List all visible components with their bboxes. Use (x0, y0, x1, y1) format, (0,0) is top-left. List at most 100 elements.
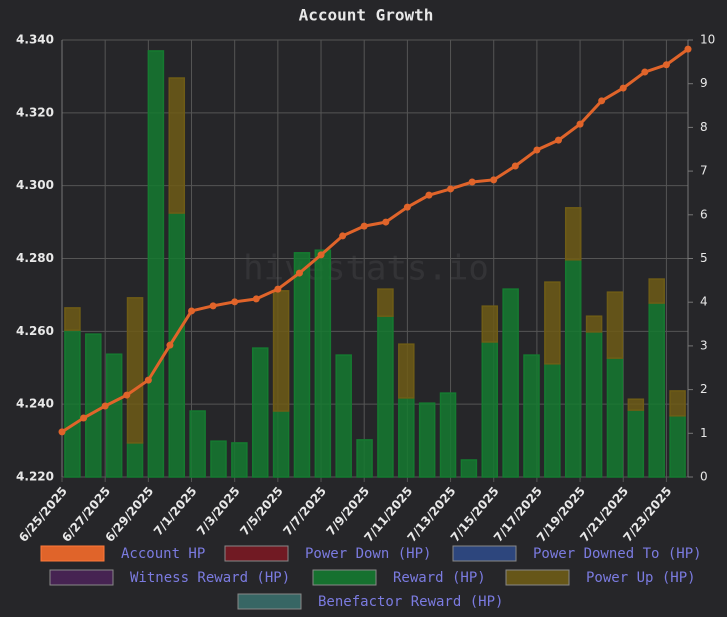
legend-label: Benefactor Reward (HP) (318, 594, 503, 610)
bar (502, 288, 519, 478)
legend-label: Power Up (HP) (586, 570, 696, 586)
y2-tick-label: 9 (700, 76, 708, 90)
bar (648, 302, 665, 478)
bar (168, 77, 186, 214)
bar (356, 439, 373, 478)
bar (335, 354, 352, 478)
y2-tick-label: 4 (700, 295, 708, 309)
bar (523, 354, 540, 478)
bar (585, 331, 603, 478)
y2-tick-label: 8 (700, 120, 708, 134)
line (61, 47, 689, 434)
point (317, 251, 325, 259)
point (511, 162, 519, 170)
point (295, 269, 303, 277)
bar (439, 392, 457, 478)
point (619, 84, 627, 92)
y2-tick-label: 5 (700, 251, 708, 265)
point (641, 68, 649, 76)
bar (272, 410, 290, 478)
bar (544, 363, 561, 478)
y2-tick-label: 10 (700, 33, 715, 47)
y2-tick-label: 2 (700, 382, 708, 396)
bar (460, 459, 478, 478)
y-tick-label: 4.260 (16, 324, 54, 338)
y2-tick-label: 3 (700, 338, 708, 352)
bar (398, 343, 415, 399)
legend-swatch (312, 569, 377, 586)
bar (377, 288, 394, 317)
point (662, 61, 670, 69)
chart-title: Account Growth (299, 6, 434, 25)
point (274, 285, 282, 293)
point (684, 45, 692, 53)
point (209, 302, 217, 310)
point (468, 178, 476, 186)
point (339, 232, 347, 240)
y-tick-label: 4.280 (16, 251, 54, 265)
bar (544, 281, 561, 365)
bar (669, 415, 686, 478)
bar (147, 50, 165, 478)
bar (585, 315, 603, 333)
watermark: hivestats.io (243, 249, 489, 289)
y-tick-label: 4.220 (16, 470, 54, 484)
point (101, 402, 109, 410)
bar (481, 305, 499, 343)
point (554, 136, 562, 144)
bar (398, 397, 415, 478)
bar (85, 333, 102, 478)
bar (210, 440, 227, 478)
legend-label: Power Down (HP) (305, 546, 431, 562)
bar (606, 291, 624, 359)
bar (64, 329, 81, 478)
point (447, 185, 455, 193)
point (490, 176, 498, 184)
point (576, 120, 584, 128)
bar (293, 252, 311, 478)
y-tick-label: 4.240 (16, 397, 54, 411)
bar (481, 341, 499, 478)
legend-swatch (224, 545, 289, 562)
legend-swatch (40, 545, 105, 562)
y-tick-label: 4.300 (16, 178, 54, 192)
bar (126, 442, 144, 478)
bar (606, 357, 624, 478)
bar (272, 290, 290, 412)
y2-tick-label: 7 (700, 164, 708, 178)
point (382, 218, 390, 226)
point (166, 341, 174, 349)
bar (564, 259, 582, 478)
y-tick-label: 4.320 (16, 105, 54, 119)
point (123, 391, 131, 399)
point (80, 414, 88, 422)
y2-tick-label: 0 (700, 470, 708, 484)
bar (231, 442, 248, 478)
legend-label: Account HP (121, 546, 205, 562)
bar (105, 353, 123, 478)
point (231, 298, 239, 306)
bar (669, 390, 686, 417)
bar (126, 297, 144, 444)
y-tick-label: 4.340 (16, 33, 54, 47)
y2-tick-label: 1 (700, 426, 708, 440)
legend-swatch (49, 569, 114, 586)
point (252, 295, 260, 303)
point (425, 191, 433, 199)
legend-swatch (505, 569, 570, 586)
bar (314, 249, 332, 478)
bar (64, 307, 81, 331)
legend-swatch (237, 593, 302, 610)
point (533, 146, 541, 154)
bar (648, 278, 665, 304)
legend-label: Reward (HP) (393, 570, 486, 586)
legend-label: Witness Reward (HP) (130, 570, 290, 586)
bar (627, 409, 645, 478)
y2-tick-label: 6 (700, 207, 708, 221)
bar (627, 398, 645, 411)
bar (189, 410, 206, 478)
bar (251, 347, 269, 478)
point (188, 307, 196, 315)
bar (564, 207, 582, 261)
